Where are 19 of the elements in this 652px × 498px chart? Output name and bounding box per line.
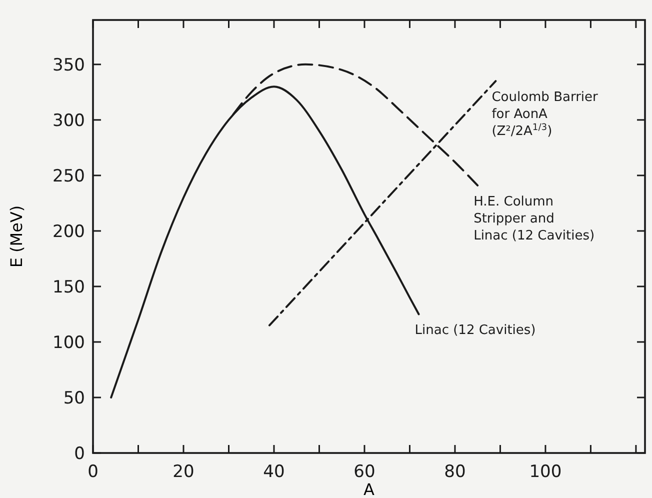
x-tick-label: 80 bbox=[444, 462, 466, 482]
y-tick-label: 50 bbox=[63, 388, 85, 408]
y-tick-label: 150 bbox=[52, 277, 85, 298]
y-tick-label: 100 bbox=[52, 332, 85, 353]
y-tick-label: 350 bbox=[52, 55, 85, 76]
y-tick-label: 300 bbox=[52, 110, 85, 131]
x-tick-label: 60 bbox=[354, 462, 376, 482]
y-tick-label: 250 bbox=[52, 166, 85, 186]
y-axis-title: E (MeV) bbox=[7, 205, 26, 268]
x-axis-title: A bbox=[364, 480, 375, 498]
series-label: H.E. Column Stripper and Linac (12 Cavities) bbox=[474, 194, 595, 244]
y-tick-label: 0 bbox=[74, 444, 85, 464]
x-tick-label: 40 bbox=[263, 462, 285, 482]
series-label: Linac (12 Cavities) bbox=[414, 323, 536, 338]
x-tick-label: 20 bbox=[172, 462, 194, 482]
x-tick-label: 100 bbox=[529, 462, 562, 482]
x-tick-label: 0 bbox=[88, 462, 98, 482]
y-tick-label: 200 bbox=[52, 222, 85, 242]
series-label: Coulomb Barrier for AonA (Z²/2A$^{1/3}$) bbox=[492, 90, 599, 140]
